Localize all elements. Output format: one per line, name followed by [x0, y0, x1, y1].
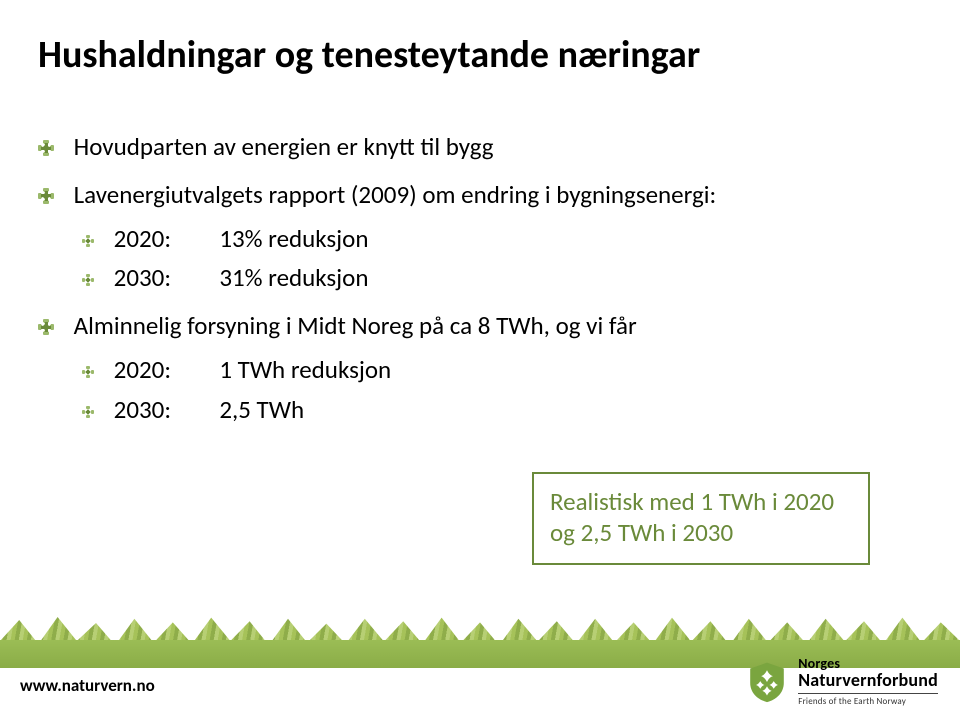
bullet-text: Hovudparten av energien er knytt til byg…: [74, 131, 494, 162]
slide: Hushaldningar og tenesteytande næringar …: [0, 0, 960, 716]
callout-box: Realistisk med 1 TWh i 2020 og 2,5 TWh i…: [532, 472, 870, 565]
logo-text: Norges Naturvernforbund Friends of the E…: [798, 657, 938, 706]
sub-item: 2030: 2,5 TWh: [82, 393, 798, 427]
logo-sub: Friends of the Earth Norway: [798, 693, 938, 706]
sub-item: 2020: 13% reduksjon: [82, 222, 798, 256]
footer-url: www.naturvern.no: [20, 675, 155, 696]
sub-value: 1 TWh reduksjon: [219, 354, 391, 385]
bullet-text: Lavenergiutvalgets rapport (2009) om end…: [74, 179, 717, 210]
slide-title: Hushaldningar og tenesteytande næringar: [38, 32, 700, 78]
sub-value: 13% reduksjon: [219, 223, 368, 254]
footer-logo: Norges Naturvernforbund Friends of the E…: [746, 657, 938, 706]
bullet-item: Alminnelig forsyning i Midt Noreg på ca …: [38, 309, 798, 426]
sub-year: 2020:: [114, 222, 214, 256]
callout-line: og 2,5 TWh i 2030: [550, 517, 852, 548]
bullet-item: Hovudparten av energien er knytt til byg…: [38, 130, 798, 164]
sub-year: 2030:: [114, 393, 214, 427]
sub-year: 2030:: [114, 261, 214, 295]
callout-line: Realistisk med 1 TWh i 2020: [550, 486, 852, 517]
sub-value: 31% reduksjon: [219, 262, 368, 293]
sub-item: 2020: 1 TWh reduksjon: [82, 353, 798, 387]
sub-item: 2030: 31% reduksjon: [82, 261, 798, 295]
logo-brand: Naturvernforbund: [798, 671, 938, 689]
slide-body: Hovudparten av energien er knytt til byg…: [38, 130, 798, 440]
bullet-item: Lavenergiutvalgets rapport (2009) om end…: [38, 178, 798, 295]
logo-shield-icon: [746, 661, 788, 703]
sub-year: 2020:: [114, 353, 214, 387]
sub-value: 2,5 TWh: [219, 394, 304, 425]
bullet-text: Alminnelig forsyning i Midt Noreg på ca …: [74, 310, 637, 341]
